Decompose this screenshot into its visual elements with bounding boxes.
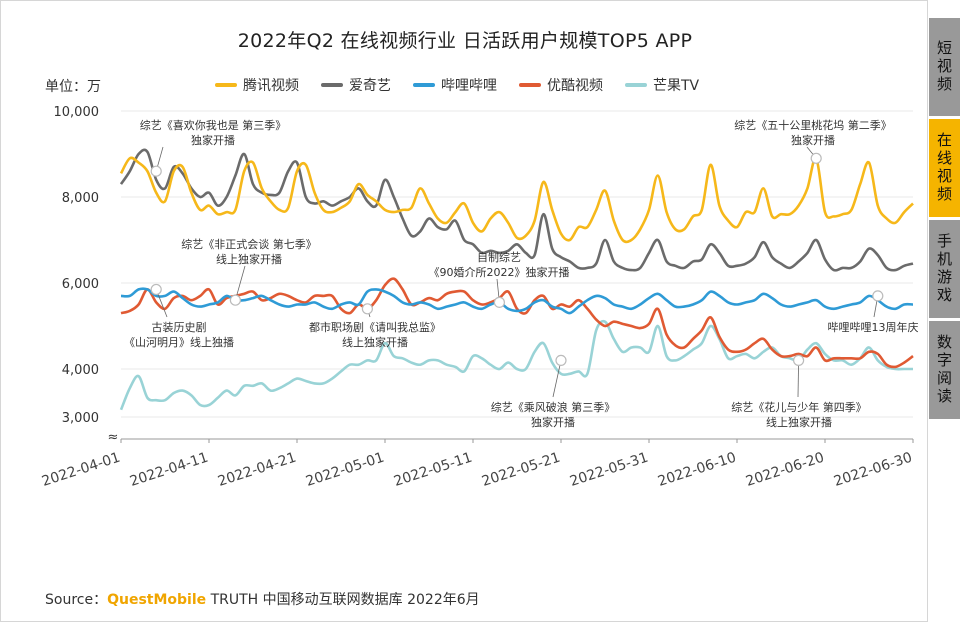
annotation-leader	[235, 265, 246, 301]
legend-item-iqiyi[interactable]: 爱奇艺	[321, 75, 391, 95]
annotation-text: 古装历史剧	[152, 321, 207, 334]
annotation-a1: 综艺《喜欢你我也是 第三季》独家开播	[140, 118, 287, 177]
annotation-text: 综艺《花儿与少年 第四季》	[731, 400, 867, 414]
legend-label-iqiyi: 爱奇艺	[349, 78, 391, 94]
y-tick-label: 10,000	[54, 105, 100, 120]
annotation-text: 综艺《乘风破浪 第三季》	[491, 400, 616, 414]
tab-short-video-label: 短视频	[935, 40, 953, 94]
tab-online-video-label: 在线视频	[935, 132, 953, 204]
annotation-text: 自制综艺	[477, 250, 521, 264]
tab-mobile-games[interactable]: 手机游戏	[929, 220, 960, 318]
x-tick-label: 2022-04-11	[128, 450, 210, 490]
annotation-text: 综艺《五十公里桃花坞 第二季》	[734, 118, 892, 132]
annotation-text: 线上独家开播	[216, 252, 282, 266]
annotation-text: 综艺《喜欢你我也是 第三季》	[140, 118, 287, 132]
annotation-marker[interactable]	[792, 354, 805, 366]
legend-item-youku[interactable]: 优酷视频	[519, 75, 603, 95]
annotation-text: 独家开播	[191, 133, 235, 147]
x-tick-label: 2022-05-11	[392, 450, 474, 490]
series-line-iqiyi	[119, 148, 914, 272]
annotation-a5: 自制综艺《90婚介所2022》独家开播	[429, 250, 570, 308]
annotation-layer: 综艺《喜欢你我也是 第三季》独家开播古装历史剧《山河明月》线上独播综艺《非正式会…	[124, 118, 919, 429]
annotation-text: 综艺《非正式会谈 第七季》	[181, 237, 317, 251]
annotation-a3: 综艺《非正式会谈 第七季》线上独家开播	[181, 237, 317, 306]
grid-layer	[121, 110, 913, 418]
annotation-text: 都市职场剧《请叫我总监》	[309, 320, 441, 334]
tab-digital-reading[interactable]: 数字阅读	[929, 321, 960, 419]
annotation-text: 《90婚介所2022》独家开播	[429, 265, 570, 279]
annotation-a7: 综艺《五十公里桃花坞 第二季》独家开播	[734, 118, 892, 164]
legend-item-mgtv[interactable]: 芒果TV	[625, 75, 699, 95]
x-tick-label: 2022-05-21	[480, 450, 562, 490]
annotation-marker[interactable]	[150, 165, 162, 177]
side-tabs: 短视频 在线视频 手机游戏 数字阅读	[929, 18, 960, 422]
legend-swatch-iqiyi	[321, 83, 343, 87]
annotation-marker[interactable]	[150, 283, 162, 296]
chart-frame: 2022年Q2 在线视频行业 日活跃用户规模TOP5 APP 单位：万 腾讯视频…	[0, 0, 928, 622]
x-tick-label: 2022-04-01	[40, 450, 122, 490]
y-tick-label: 3,000	[62, 411, 99, 426]
annotation-a9: 哔哩哔哩13周年庆	[828, 290, 919, 334]
annotation-text: 哔哩哔哩13周年庆	[828, 320, 919, 334]
legend: 腾讯视频 爱奇艺 哔哩哔哩 优酷视频 芒果TV	[215, 75, 699, 95]
annotation-marker[interactable]	[810, 152, 822, 164]
y-tick-label: 4,000	[62, 363, 99, 378]
legend-label-mgtv: 芒果TV	[653, 78, 700, 94]
tab-short-video[interactable]: 短视频	[929, 18, 960, 116]
tab-digital-reading-label: 数字阅读	[935, 334, 953, 406]
annotation-marker[interactable]	[555, 354, 567, 366]
x-tick-label: 2022-04-21	[216, 450, 298, 490]
annotation-text: 线上独家开播	[766, 415, 832, 429]
source-line: Source：QuestMobile TRUTH 中国移动互联网数据库 2022…	[45, 589, 480, 609]
annotation-marker[interactable]	[229, 294, 241, 306]
legend-item-tencent[interactable]: 腾讯视频	[215, 75, 299, 95]
annotation-marker[interactable]	[361, 303, 373, 315]
axis-break-icon: ≈	[108, 430, 119, 445]
annotation-a2: 古装历史剧《山河明月》线上独播	[124, 283, 234, 349]
annotation-marker[interactable]	[493, 296, 505, 308]
annotation-text: 独家开播	[791, 133, 835, 147]
legend-swatch-bilibili	[413, 83, 435, 87]
chart-title: 2022年Q2 在线视频行业 日活跃用户规模TOP5 APP	[237, 30, 693, 52]
series-line-youku	[120, 277, 914, 369]
annotation-a6: 综艺《乘风破浪 第三季》独家开播	[491, 354, 616, 429]
y-tick-label: 6,000	[62, 277, 99, 292]
x-tick-label: 2022-06-30	[832, 450, 914, 490]
legend-swatch-youku	[519, 83, 541, 87]
x-tick-label: 2022-06-20	[744, 450, 826, 490]
legend-label-youku: 优酷视频	[547, 78, 603, 94]
annotation-marker[interactable]	[872, 290, 884, 302]
x-tick-label: 2022-05-31	[568, 450, 650, 490]
x-tick-label: 2022-06-10	[656, 450, 738, 490]
tab-online-video[interactable]: 在线视频	[929, 119, 960, 217]
annotation-text: 《山河明月》线上独播	[124, 335, 234, 349]
series-line-bilibili	[120, 287, 914, 315]
source-prefix: Source：	[45, 592, 108, 608]
series-line-tencent	[119, 156, 914, 244]
series-line-mgtv	[119, 319, 913, 411]
source-suffix: TRUTH 中国移动互联网数据库 2022年6月	[206, 592, 480, 608]
x-tick-label: 2022-05-01	[304, 450, 386, 490]
annotation-leader	[797, 360, 799, 398]
source-brand: QuestMobile	[107, 592, 207, 608]
legend-label-tencent: 腾讯视频	[243, 78, 299, 94]
annotation-text: 独家开播	[531, 415, 575, 429]
legend-label-bilibili: 哔哩哔哩	[441, 78, 497, 94]
annotation-a4: 都市职场剧《请叫我总监》线上独家开播	[309, 303, 441, 349]
annotation-a8: 综艺《花儿与少年 第四季》线上独家开播	[731, 354, 867, 429]
annotation-leader	[552, 360, 562, 398]
tab-mobile-games-label: 手机游戏	[935, 233, 953, 305]
annotation-text: 线上独家开播	[342, 335, 408, 349]
legend-item-bilibili[interactable]: 哔哩哔哩	[413, 75, 497, 95]
unit-label: 单位：万	[45, 79, 101, 95]
series-layer	[119, 148, 914, 411]
legend-swatch-mgtv	[625, 83, 647, 87]
legend-swatch-tencent	[215, 83, 237, 87]
y-tick-label: 8,000	[62, 191, 99, 206]
